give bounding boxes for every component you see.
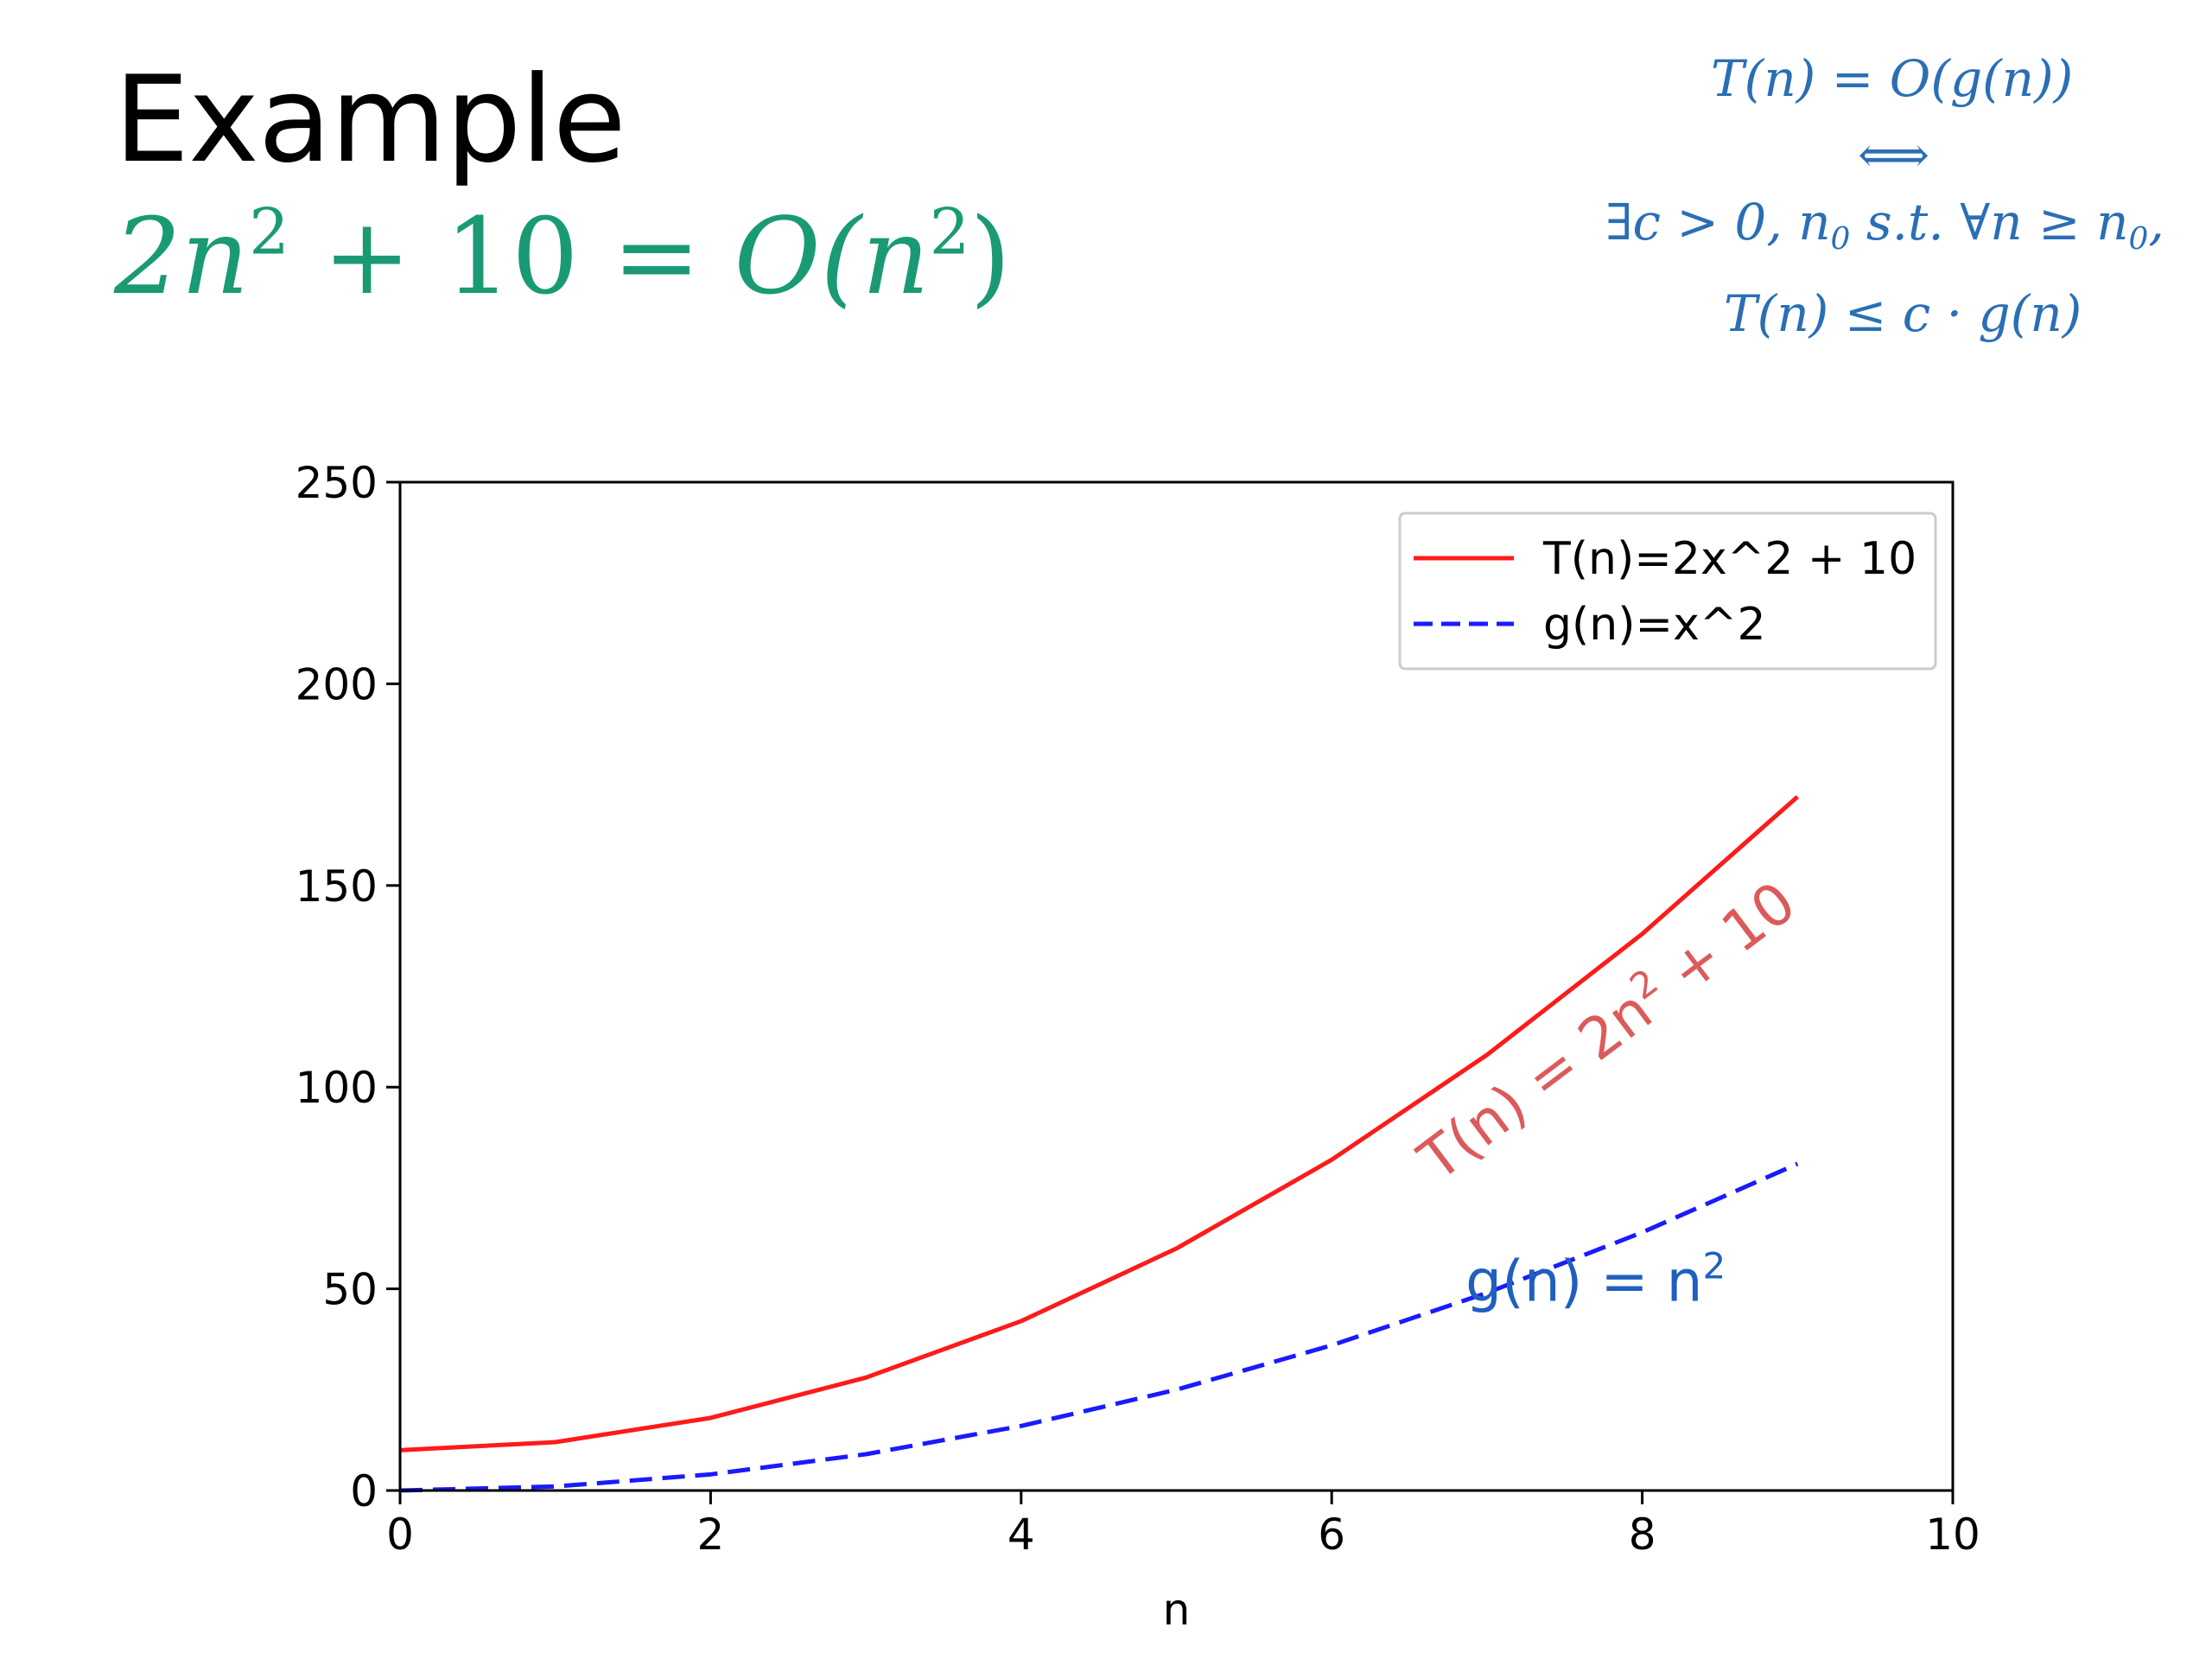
x-tick-label: 8 (1629, 1510, 1656, 1560)
annot-g: g(n) = n2 (1465, 1245, 1726, 1315)
series-line-T (399, 795, 1799, 1452)
definition-sub-2: 0 (2128, 220, 2149, 257)
legend-box (1398, 512, 1937, 671)
subtitle-exp-2: 2 (929, 195, 970, 270)
annot-T-tail: + 10 (1643, 869, 1808, 1017)
annot-g-text: g(n) = n (1465, 1249, 1702, 1315)
annot-g-exp: 2 (1702, 1245, 1726, 1287)
x-tick-label: 0 (386, 1510, 414, 1560)
x-tick-label: 4 (1007, 1510, 1035, 1560)
y-tick-label: 150 (296, 861, 378, 912)
chart-series (399, 795, 1799, 1493)
y-tick-label: 250 (296, 458, 378, 508)
series-line-g (399, 1161, 1799, 1493)
chart-annotations: T(n) = 2n2 + 10 g(n) = n2 (1404, 866, 1808, 1315)
subtitle-term-g: ) (969, 195, 1011, 318)
subtitle-equation: 2n2 + 10 = O(n2) (114, 201, 1011, 309)
legend-label-T: T(n)=2x^2 + 10 (1542, 533, 1916, 585)
definition-comma: , (2148, 193, 2164, 251)
definition-forall: s.t. ∀n ≥ n (1850, 193, 2129, 251)
slide-title: Example (114, 50, 626, 189)
definition-line-3: ∃c > 0, n0 s.t. ∀n ≥ n0, (1605, 197, 2164, 254)
definition-sub-1: 0 (1830, 220, 1851, 257)
definition-iff: ⟺ (1858, 125, 1930, 184)
x-tick-label: 6 (1318, 1510, 1345, 1560)
definition-line-4: T(n) ≤ c · g(n) (1724, 284, 2082, 343)
x-tick-label: 10 (1925, 1510, 1980, 1560)
plot-frame (398, 480, 1955, 1492)
y-tick-label: 50 (322, 1265, 378, 1315)
definition-exists: ∃c > 0, n (1605, 193, 1831, 251)
subtitle-term-e: (n (820, 195, 930, 318)
y-tick-label: 200 (296, 659, 378, 709)
definition-line-1: T(n) = O(g(n)) (1711, 49, 2074, 108)
y-tick-label: 0 (350, 1466, 378, 1516)
subtitle-term-c: + 10 = (289, 195, 734, 318)
legend-label-g: g(n)=x^2 (1543, 599, 1766, 651)
subtitle-term-d: O (734, 195, 821, 318)
subtitle-term-a: 2n (114, 195, 250, 318)
annot-T: T(n) = 2n2 + 10 (1404, 866, 1808, 1194)
y-tick-label: 100 (296, 1063, 378, 1113)
chart-legend: T(n)=2x^2 + 10 g(n)=x^2 (1398, 512, 1937, 671)
subtitle-exp-1: 2 (249, 195, 289, 270)
x-axis-label: n (1163, 1585, 1191, 1635)
x-tick-label: 2 (696, 1510, 724, 1560)
